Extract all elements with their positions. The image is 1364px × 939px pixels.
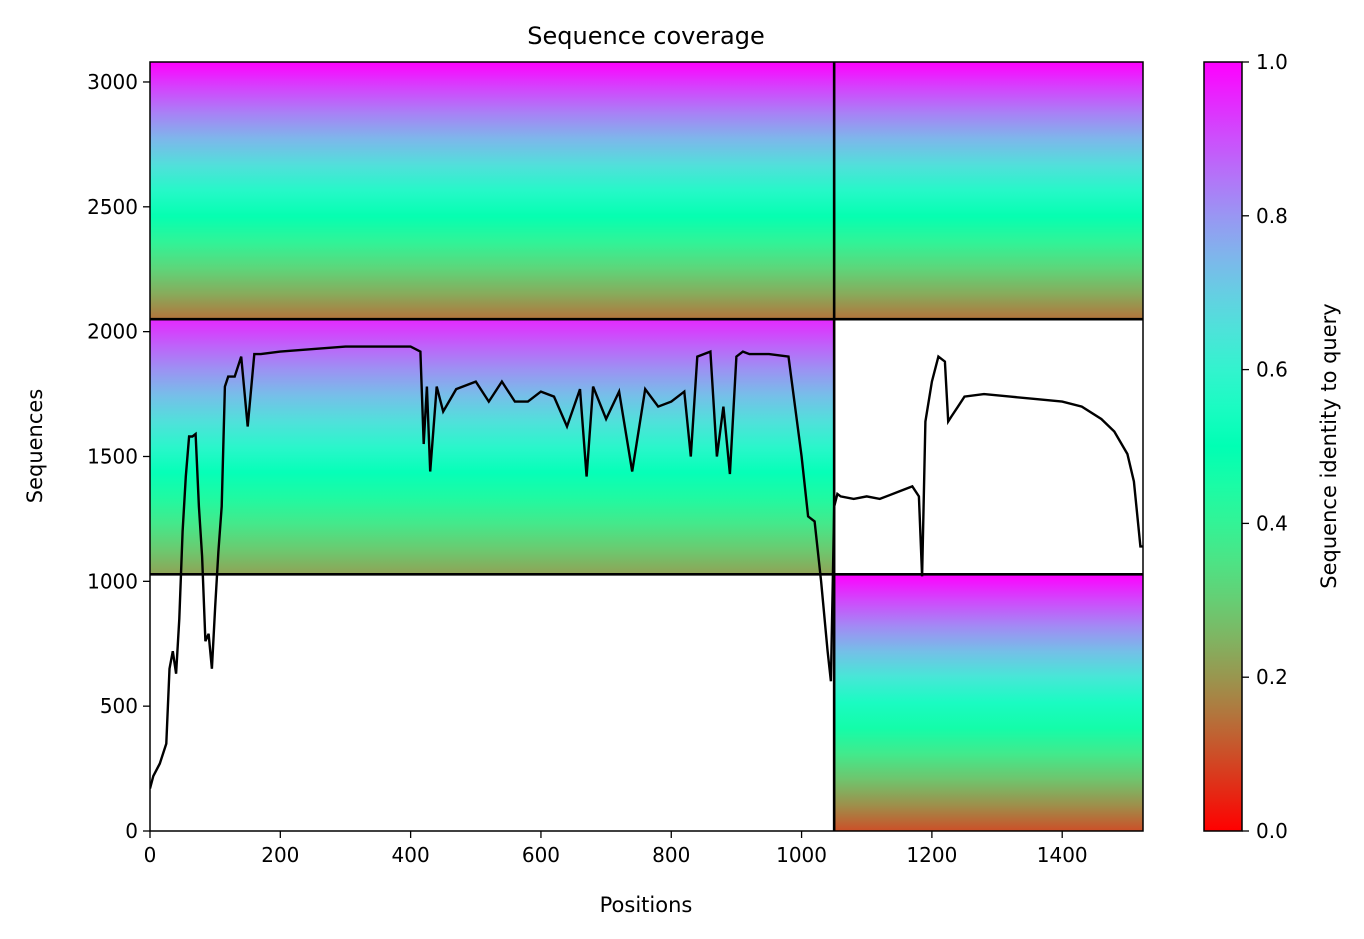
coverage-block xyxy=(834,574,1143,831)
colorbar-frame xyxy=(1203,61,1243,832)
plot-frame xyxy=(149,61,1144,832)
colorbar-tick-label: 0.0 xyxy=(1256,819,1288,843)
y-tick-label: 1500 xyxy=(87,444,138,468)
colorbar-tick-label: 1.0 xyxy=(1256,50,1288,74)
colorbar-tick-label: 0.2 xyxy=(1256,665,1288,689)
y-tick-label: 2000 xyxy=(87,320,138,344)
x-tick-label: 1000 xyxy=(776,843,827,867)
colorbar-tick-label: 0.4 xyxy=(1256,511,1288,535)
y-tick-label: 0 xyxy=(125,819,138,843)
x-tick-label: 400 xyxy=(392,843,430,867)
x-tick-label: 0 xyxy=(144,843,157,867)
y-tick-label: 1000 xyxy=(87,569,138,593)
y-tick-label: 3000 xyxy=(87,70,138,94)
coverage-block xyxy=(150,319,835,575)
colorbar-tick-label: 0.6 xyxy=(1256,358,1288,382)
y-tick-label: 500 xyxy=(100,694,138,718)
coverage-line xyxy=(150,345,1143,789)
y-axis-ticks: 0 500 1000 1500 2000 2500 3000 xyxy=(87,70,150,843)
chart-title: Sequence coverage xyxy=(527,22,764,50)
colorbar-gradient xyxy=(1204,62,1242,831)
y-axis-label: Sequences xyxy=(23,389,47,504)
colorbar-ticks: 0.0 0.2 0.4 0.6 0.8 1.0 xyxy=(1242,50,1288,843)
x-tick-label: 1400 xyxy=(1037,843,1088,867)
x-tick-label: 200 xyxy=(261,843,299,867)
y-tick-label: 2500 xyxy=(87,195,138,219)
block-dividers xyxy=(150,62,1143,831)
coverage-block xyxy=(150,62,1143,320)
x-tick-label: 800 xyxy=(652,843,690,867)
coverage-blocks xyxy=(150,62,1143,831)
x-axis-ticks: 0 200 400 600 800 1000 1200 1400 xyxy=(144,831,1088,867)
colorbar-label: Sequence identity to query xyxy=(1317,303,1341,588)
x-tick-label: 1200 xyxy=(906,843,957,867)
colorbar: 0.0 0.2 0.4 0.6 0.8 1.0 Sequence identity to … xyxy=(1203,50,1341,843)
x-tick-label: 600 xyxy=(522,843,560,867)
colorbar-tick-label: 0.8 xyxy=(1256,204,1288,228)
x-axis-label: Positions xyxy=(600,893,693,917)
plot-area xyxy=(150,62,1143,831)
